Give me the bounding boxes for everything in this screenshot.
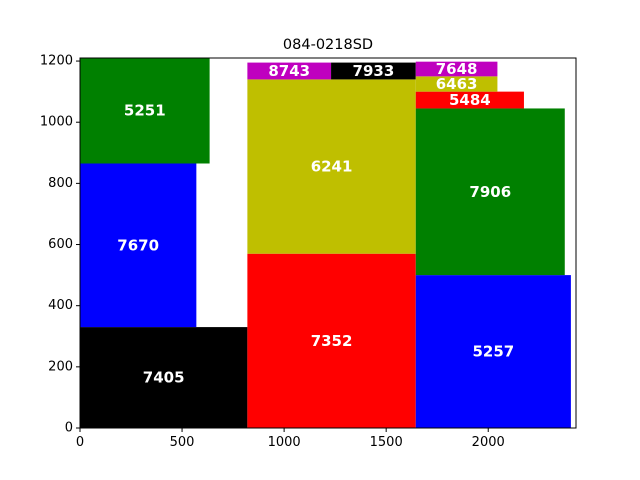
rect-5484 xyxy=(415,91,524,109)
rect-label-5484: 5484 xyxy=(449,91,491,109)
rect-7906 xyxy=(415,108,565,276)
plot-area-frame xyxy=(79,57,577,429)
y-tick-label: 800 xyxy=(48,176,73,191)
rect-label-6241: 6241 xyxy=(311,158,353,176)
rect-7405 xyxy=(80,327,248,428)
y-tick-label: 600 xyxy=(48,237,73,252)
x-tick-label: 1500 xyxy=(370,435,403,450)
rect-label-7405: 7405 xyxy=(143,369,185,387)
x-tick-label: 1000 xyxy=(268,435,301,450)
rectangles-layer xyxy=(80,58,571,428)
x-tick-label: 2000 xyxy=(472,435,505,450)
rect-5257 xyxy=(415,275,571,428)
rect-7933 xyxy=(331,62,416,80)
rect-6463 xyxy=(415,76,498,92)
rect-7352 xyxy=(247,253,416,428)
y-tick-label: 400 xyxy=(48,298,73,313)
rect-label-5251: 5251 xyxy=(124,102,166,120)
y-axis: 0 200 400 600 800 1000 1200 xyxy=(40,54,80,436)
x-tick-label: 500 xyxy=(170,435,195,450)
rect-label-7670: 7670 xyxy=(117,236,159,254)
rect-7648 xyxy=(415,61,498,77)
rect-5251 xyxy=(80,58,210,164)
y-tick-label: 1000 xyxy=(40,115,73,130)
x-tick-label: 0 xyxy=(76,435,84,450)
rect-label-7933: 7933 xyxy=(353,62,395,80)
rectangle-labels-layer: 7405 7670 5251 7352 6241 8743 7933 5257 7906 5484… xyxy=(117,60,514,387)
rect-6241 xyxy=(247,79,416,254)
rect-label-8743: 8743 xyxy=(268,62,310,80)
y-tick-label: 200 xyxy=(48,359,73,374)
y-tick-label: 0 xyxy=(65,421,73,436)
chart-title: 084-0218SD xyxy=(283,37,373,53)
rect-8743 xyxy=(247,62,332,80)
rect-7670 xyxy=(80,163,197,328)
x-axis: 0 500 1000 1500 2000 xyxy=(76,428,505,450)
rect-label-5257: 5257 xyxy=(472,343,514,361)
rect-label-6463: 6463 xyxy=(436,75,478,93)
rect-label-7352: 7352 xyxy=(311,332,353,350)
y-tick-label: 1200 xyxy=(40,54,73,69)
rect-label-7906: 7906 xyxy=(469,183,511,201)
rect-label-7648: 7648 xyxy=(436,60,478,78)
